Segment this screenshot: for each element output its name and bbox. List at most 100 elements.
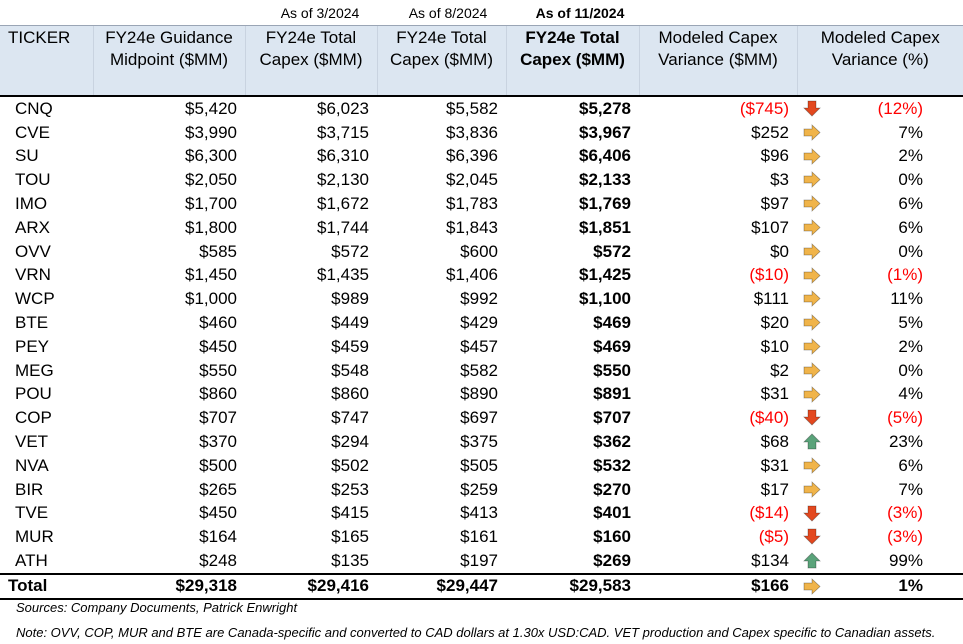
ticker-cell: PEY — [15, 336, 50, 356]
variance-mm-cell: $0 — [770, 241, 789, 261]
capex-aug-cell: $3,836 — [446, 122, 498, 142]
variance-pct-cell: 6% — [797, 454, 963, 478]
capex-aug-cell: $600 — [460, 241, 498, 261]
variance-pct-cell: 6% — [797, 192, 963, 216]
variance-pct-cell: (3%) — [797, 525, 963, 549]
capex-nov-cell: $891 — [593, 384, 631, 404]
capex-nov-cell: $5,278 — [579, 98, 631, 118]
capex-mar-cell: $294 — [331, 432, 369, 452]
variance-pct-value: 4% — [898, 384, 923, 404]
variance-pct-cell: 0% — [797, 359, 963, 383]
total-row: Total $29,318 $29,416 $29,447 $29,583 $166 1% — [0, 572, 963, 600]
table-row: BIR $265 $253 $259 $270 $17 7% — [0, 478, 963, 502]
arrow-down-icon — [803, 505, 821, 522]
arrow-down-icon — [803, 100, 821, 117]
guidance-cell: $585 — [199, 241, 237, 261]
table-row: PEY $450 $459 $457 $469 $10 2% — [0, 335, 963, 359]
table-row: MUR $164 $165 $161 $160 ($5) (3%) — [0, 525, 963, 549]
arrow-up-icon — [803, 552, 821, 569]
variance-mm-cell: ($745) — [739, 98, 789, 118]
variance-pct-cell: 11% — [797, 287, 963, 311]
capex-nov-cell: $469 — [593, 336, 631, 356]
capex-mar-cell: $2,130 — [317, 170, 369, 190]
table-row: MEG $550 $548 $582 $550 $2 0% — [0, 359, 963, 383]
header-capex-aug: FY24e Total Capex ($MM) — [376, 25, 506, 97]
variance-mm-cell: $111 — [753, 289, 789, 309]
ticker-cell: VET — [15, 432, 49, 452]
capex-nov-cell: $1,425 — [579, 265, 631, 285]
capex-aug-cell: $413 — [460, 503, 498, 523]
guidance-cell: $1,700 — [185, 194, 237, 214]
capex-mar-cell: $1,672 — [317, 194, 369, 214]
as-of-august-label: As of 8/2024 — [408, 5, 488, 21]
guidance-cell: $1,450 — [185, 265, 237, 285]
table-row: VRN $1,450 $1,435 $1,406 $1,425 ($10) (1%) — [0, 264, 963, 288]
ticker-cell: TVE — [15, 503, 49, 523]
capex-mar-cell: $253 — [331, 479, 369, 499]
capex-mar-cell: $6,023 — [317, 98, 369, 118]
capex-mar-cell: $572 — [331, 241, 369, 261]
ticker-cell: POU — [15, 384, 52, 404]
variance-pct-value: 0% — [898, 241, 923, 261]
capex-nov-cell: $572 — [593, 241, 631, 261]
variance-pct-value: (5%) — [887, 408, 923, 428]
total-variance-pct-cell: 1% — [797, 572, 963, 600]
variance-pct-cell: (3%) — [797, 502, 963, 526]
guidance-cell: $370 — [199, 432, 237, 452]
capex-nov-cell: $269 — [593, 551, 631, 571]
arrow-right-icon — [803, 290, 821, 308]
total-variance-mm: $166 — [639, 572, 797, 600]
arrow-right-icon — [803, 480, 821, 498]
capex-nov-cell: $2,133 — [579, 170, 631, 190]
capex-mar-cell: $165 — [331, 527, 369, 547]
guidance-cell: $6,300 — [185, 146, 237, 166]
variance-pct-value: 2% — [898, 146, 923, 166]
table-row: SU $6,300 $6,310 $6,396 $6,406 $96 2% — [0, 145, 963, 169]
arrow-right-icon — [803, 361, 821, 379]
ticker-cell: COP — [15, 408, 52, 428]
variance-mm-cell: $17 — [760, 479, 789, 499]
variance-pct-value: 6% — [898, 455, 923, 475]
capex-table: TICKER FY24e Guidance Midpoint ($MM) FY2… — [0, 25, 963, 600]
header-guidance: FY24e Guidance Midpoint ($MM) — [92, 25, 245, 97]
ticker-cell: OVV — [15, 241, 51, 261]
table-body: CNQ $5,420 $6,023 $5,582 $5,278 ($745) (12%) CV… — [0, 96, 963, 600]
guidance-cell: $5,420 — [185, 98, 237, 118]
arrow-down-icon — [803, 528, 821, 545]
guidance-cell: $450 — [199, 503, 237, 523]
capex-nov-cell: $401 — [593, 503, 631, 523]
arrow-right-icon — [803, 314, 821, 332]
table-row: BTE $460 $449 $429 $469 $20 5% — [0, 311, 963, 335]
table-row: IMO $1,700 $1,672 $1,783 $1,769 $97 6% — [0, 192, 963, 216]
capex-aug-cell: $2,045 — [446, 170, 498, 190]
variance-pct-value: 0% — [898, 360, 923, 380]
variance-pct-cell: (12%) — [797, 96, 963, 121]
variance-mm-cell: ($10) — [749, 265, 789, 285]
variance-pct-cell: (1%) — [797, 264, 963, 288]
table-row: CVE $3,990 $3,715 $3,836 $3,967 $252 7% — [0, 121, 963, 145]
capex-mar-cell: $502 — [331, 455, 369, 475]
guidance-cell: $248 — [199, 551, 237, 571]
capex-aug-cell: $992 — [460, 289, 498, 309]
arrow-right-icon — [803, 457, 821, 474]
capex-mar-cell: $1,435 — [317, 265, 369, 285]
variance-pct-value: 6% — [898, 217, 923, 237]
capex-aug-cell: $259 — [460, 479, 498, 499]
variance-mm-cell: $96 — [760, 146, 789, 166]
ticker-cell: BIR — [15, 479, 44, 499]
capex-aug-cell: $505 — [460, 455, 498, 475]
capex-aug-cell: $5,582 — [446, 98, 498, 118]
ticker-cell: ATH — [15, 551, 48, 571]
table-row: CNQ $5,420 $6,023 $5,582 $5,278 ($745) (12%) — [0, 96, 963, 121]
ticker-cell: CNQ — [15, 98, 53, 118]
header-ticker: TICKER — [0, 25, 93, 97]
variance-mm-cell: $10 — [760, 336, 789, 356]
table-row: TVE $450 $415 $413 $401 ($14) (3%) — [0, 502, 963, 526]
guidance-cell: $265 — [199, 479, 237, 499]
variance-pct-value: (3%) — [887, 503, 923, 523]
arrow-right-icon — [803, 219, 821, 236]
guidance-cell: $450 — [199, 336, 237, 356]
total-capex-mar: $29,416 — [245, 572, 377, 600]
variance-mm-cell: $68 — [760, 432, 789, 452]
variance-pct-cell: 7% — [797, 478, 963, 502]
